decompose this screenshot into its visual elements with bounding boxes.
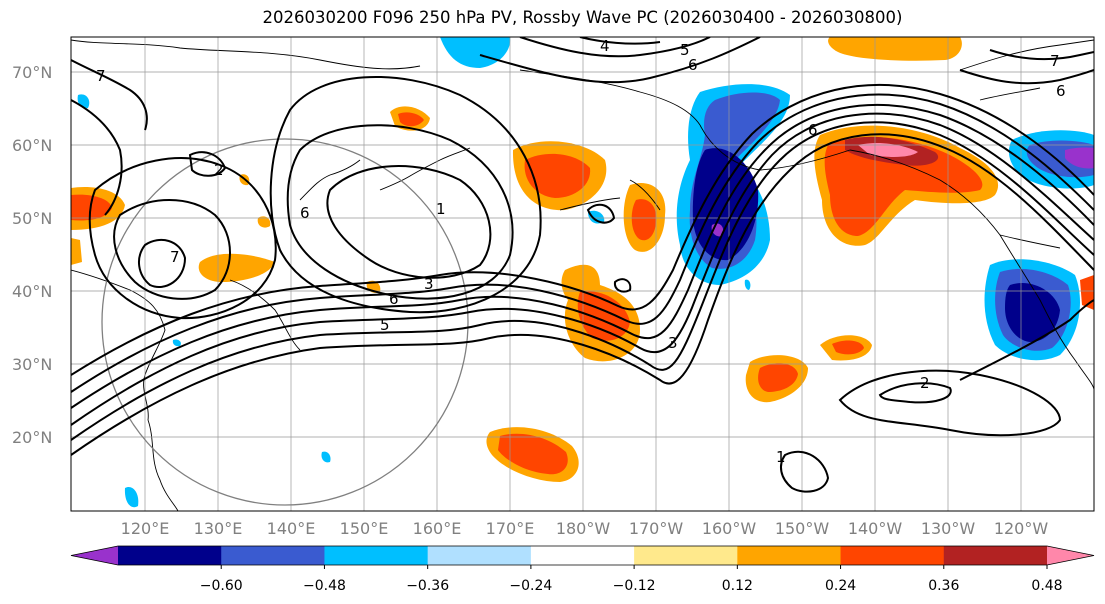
colorbar-tick-label: 0.12 — [722, 578, 753, 594]
lon-label: 160°E — [413, 519, 462, 538]
colorbar-outline — [70, 545, 1095, 566]
colorbar-segment — [221, 546, 325, 565]
lon-label: 170°W — [629, 519, 684, 538]
coastlines — [71, 39, 1094, 511]
colorbar-tick-label: −0.60 — [200, 578, 243, 594]
colorbar-tick-label: −0.36 — [406, 578, 449, 594]
lon-label: 120°W — [994, 519, 1049, 538]
lon-label: 120°E — [121, 519, 170, 538]
colorbar-tick-label: −0.12 — [613, 578, 656, 594]
focus-circle — [101, 138, 469, 506]
colorbar-tick-label: 0.36 — [928, 578, 959, 594]
lon-label: 140°W — [848, 519, 903, 538]
contour-label: 7 — [1050, 52, 1060, 70]
lon-label: 170°E — [486, 519, 535, 538]
lat-label: 20°N — [12, 428, 52, 447]
colorbar-tick-label: 0.24 — [825, 578, 856, 594]
colorbar-segment — [530, 546, 635, 565]
contour-label: 6 — [808, 121, 818, 139]
contour-labels: 4 5 6 7 1 3 6 5 7 2 3 6 2 1 6 7 6 — [96, 37, 1066, 466]
colorbar-tick-label: 0.48 — [1031, 578, 1062, 594]
contour-label: 7 — [96, 67, 106, 85]
colorbar: −0.60 −0.48 −0.36 −0.24 −0.12 0.12 0.24 0.36 0.4… — [70, 545, 1095, 594]
contour-label: 1 — [436, 200, 446, 218]
lon-label: 160°W — [702, 519, 757, 538]
colorbar-tick-label: −0.24 — [509, 578, 552, 594]
contour-label: 3 — [668, 334, 678, 352]
lat-label: 70°N — [12, 63, 52, 82]
contour-label: 6 — [1056, 82, 1066, 100]
lon-label: 130°E — [194, 519, 243, 538]
latitude-labels: 70°N 60°N 50°N 40°N 30°N 20°N — [12, 63, 52, 447]
colorbar-segment — [324, 546, 429, 565]
colorbar-tick-label: −0.48 — [303, 578, 346, 594]
lon-label: 130°W — [921, 519, 976, 538]
lat-label: 30°N — [12, 355, 52, 374]
contour-label: 5 — [380, 316, 390, 334]
contour-label: 7 — [170, 248, 180, 266]
contour-label: 3 — [424, 275, 434, 293]
lon-label: 150°E — [340, 519, 389, 538]
colorbar-extend-high — [1047, 546, 1094, 565]
map-title: 2026030200 F096 250 hPa PV, Rossby Wave … — [262, 8, 903, 27]
contour-label: 6 — [300, 204, 310, 222]
colorbar-segment — [427, 546, 532, 565]
pv-contours — [71, 37, 1094, 493]
lat-label: 40°N — [12, 282, 52, 301]
contour-label: 1 — [776, 448, 786, 466]
colorbar-segment — [943, 546, 1048, 565]
colorbar-segment — [634, 546, 738, 565]
lat-label: 60°N — [12, 136, 52, 155]
lon-label: 150°W — [775, 519, 830, 538]
colorbar-extend-low — [71, 546, 118, 565]
contour-label: 6 — [688, 56, 698, 74]
longitude-labels: 120°E 130°E 140°E 150°E 160°E 170°E 180°… — [121, 519, 1049, 538]
contour-label: 2 — [920, 374, 930, 392]
contour-label: 6 — [389, 290, 399, 308]
contour-label: 2 — [214, 161, 224, 179]
contour-label: 5 — [680, 41, 690, 59]
colorbar-segment — [840, 546, 945, 565]
contour-label: 4 — [600, 37, 610, 55]
colorbar-segment — [737, 546, 842, 565]
lon-label: 140°E — [267, 519, 316, 538]
colorbar-segment — [118, 546, 222, 565]
map-frame — [70, 36, 1095, 512]
lat-label: 50°N — [12, 209, 52, 228]
lon-label: 180°W — [556, 519, 611, 538]
